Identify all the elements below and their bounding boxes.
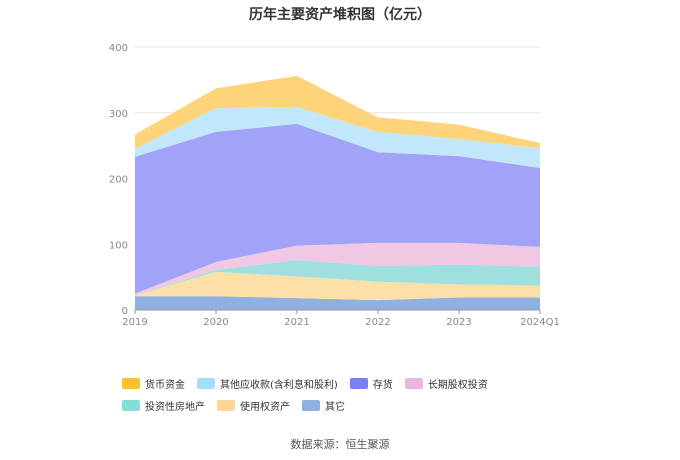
area-series	[135, 75, 540, 310]
legend-label: 投资性房地产	[145, 401, 205, 413]
area-其它	[135, 296, 540, 310]
legend-item[interactable]: 货币资金	[122, 376, 185, 391]
legend-item[interactable]: 其他应收款(含利息和股利)	[197, 376, 338, 391]
legend-swatch	[122, 399, 140, 411]
legend-label: 存货	[372, 379, 393, 391]
axes: 0 100 200 300 400 2019 2020 2021 2022 2023 2024Q1	[109, 43, 560, 328]
legend-label: 长期股权投资	[427, 379, 488, 391]
legend-swatch	[122, 377, 140, 389]
legend-swatch	[217, 399, 235, 411]
legend-label: 使用权资产	[240, 401, 290, 413]
legend-swatch	[302, 399, 320, 411]
legend-swatch	[197, 377, 215, 389]
legend-item[interactable]: 存货	[349, 376, 393, 391]
y-tick-label: 100	[109, 240, 128, 251]
chart-legend: 货币资金 其他应收款(含利息和股利) 存货 长期股权投资投资性房地产 使用权资产 其它	[122, 376, 582, 413]
x-tick-label: 2020	[203, 317, 228, 328]
y-tick-label: 400	[109, 43, 128, 54]
y-tick-label: 200	[109, 175, 128, 186]
data-source-note: 数据来源：恒生聚源	[290, 438, 390, 451]
area-其他应收款(含利息和股利)	[135, 106, 540, 168]
area-存货	[135, 123, 540, 294]
x-tick-label: 2019	[122, 317, 147, 328]
x-tick-label: 2022	[365, 317, 390, 328]
y-tick-label: 0	[122, 306, 128, 317]
area-投资性房地产	[135, 260, 540, 296]
legend-label: 其他应收款(含利息和股利)	[220, 379, 338, 391]
area-长期股权投资	[135, 242, 540, 296]
area-使用权资产	[135, 271, 540, 301]
legend-label: 其它	[325, 401, 345, 413]
chart-title: 历年主要资产堆积图（亿元）	[249, 7, 431, 23]
y-tick-label: 300	[109, 109, 128, 120]
x-tick-label: 2023	[446, 317, 471, 328]
x-tick-label: 2024Q1	[520, 317, 560, 328]
legend-item[interactable]: 其它	[302, 398, 345, 413]
legend-item[interactable]: 长期股权投资	[404, 376, 488, 391]
area-货币资金	[135, 75, 540, 149]
legend-item[interactable]: 投资性房地产	[122, 398, 205, 413]
legend-swatch	[404, 377, 423, 389]
legend-item[interactable]: 使用权资产	[217, 398, 290, 413]
legend-swatch	[349, 377, 368, 389]
legend-label: 货币资金	[145, 379, 185, 391]
x-tick-label: 2021	[284, 317, 309, 328]
